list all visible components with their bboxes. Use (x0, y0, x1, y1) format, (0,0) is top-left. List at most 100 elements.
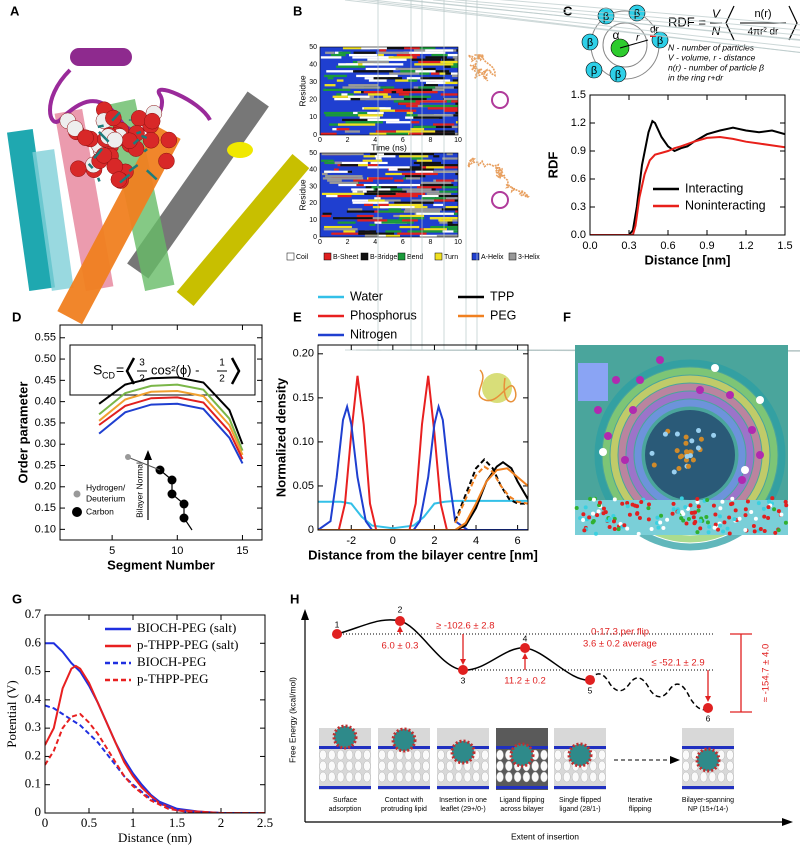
ss-segment (426, 166, 445, 169)
legend-label: TPP (490, 289, 514, 303)
ss-segment (347, 208, 363, 211)
ion (756, 396, 764, 404)
lipid-atom (661, 525, 666, 530)
lipid-atom (688, 503, 693, 508)
arrow-head (522, 653, 528, 659)
state-point (703, 703, 713, 713)
snapshot-caption: NP (15+/14-) (688, 806, 728, 813)
ss-segment (388, 203, 423, 207)
lipid-atom (698, 519, 703, 524)
ss-segment (395, 153, 435, 156)
legend-label: Coil (296, 254, 309, 261)
ss-segment (357, 60, 389, 64)
y-tick-label: 0.30 (35, 438, 56, 450)
ss-segment (358, 232, 395, 235)
ss-segment (394, 201, 434, 204)
ss-segment (336, 97, 366, 101)
series-line (45, 712, 265, 813)
ion (756, 451, 764, 459)
y-tick-label: 0.7 (25, 606, 42, 621)
np-atom (674, 448, 680, 454)
lipid-atom (705, 520, 710, 525)
legend-swatch (397, 252, 406, 261)
lipid (726, 771, 734, 783)
formula: 3 (139, 358, 145, 369)
ss-segment (348, 53, 378, 57)
y-tick-label: 0 (35, 804, 42, 819)
legend-label: Phosphorus (350, 308, 417, 322)
ss-segment (405, 104, 418, 108)
ss-segment (431, 72, 440, 75)
ss-segment (351, 188, 374, 191)
ss-segment (398, 93, 410, 96)
y-tick-label: 0 (308, 524, 314, 536)
ss-map-frame (319, 46, 459, 136)
lipid-atom (591, 511, 596, 516)
x-tick-label: 10 (171, 545, 183, 557)
lipid (454, 771, 463, 783)
ion (738, 476, 746, 484)
np-atom (662, 431, 668, 437)
lipid (319, 760, 327, 772)
formula: 1 (219, 358, 225, 369)
arrow-head (782, 818, 793, 826)
bond (97, 124, 104, 129)
atom (143, 112, 161, 130)
ss-segment (377, 188, 391, 191)
formula: 2 (219, 374, 225, 385)
series-line (98, 376, 244, 445)
np-atom (689, 438, 695, 444)
ss-segment (416, 159, 433, 162)
ss-segment (413, 116, 443, 119)
lipid (404, 771, 413, 783)
ss-segment (447, 228, 458, 231)
lipid-atom (607, 516, 612, 521)
lipid (422, 749, 430, 761)
ss-segment (443, 109, 458, 112)
lipid-atom (683, 505, 688, 510)
ss-segment (442, 230, 458, 233)
radius-arrow (619, 39, 649, 49)
ss-segment (325, 114, 369, 117)
lipid (554, 771, 562, 783)
arrow-head (301, 609, 309, 620)
lipid-atom (635, 504, 640, 509)
x-tick-label: 10 (454, 137, 462, 144)
nanoparticle (567, 742, 593, 768)
y-tick-label: 0.10 (35, 523, 56, 535)
bond (145, 169, 158, 181)
lipid-atom (665, 517, 670, 522)
ss-segment (323, 228, 358, 231)
y-tick-label: 40 (309, 167, 317, 174)
ss-segment (431, 188, 436, 191)
lipid-atom (574, 506, 579, 511)
ss-segment (323, 88, 351, 91)
beta-label: β (591, 65, 597, 77)
nanoparticle (450, 739, 476, 765)
lipid-atom (695, 496, 700, 501)
energy-curve-iterative (589, 673, 709, 711)
ss-segment (439, 221, 451, 224)
carbon-atom (167, 475, 177, 485)
lipid (682, 771, 690, 783)
ss-segment (418, 86, 436, 89)
energy-annotation: 11.2 ± 0.2 (504, 676, 545, 687)
lipid (598, 760, 606, 772)
ss-segment (383, 95, 392, 98)
lipid (481, 771, 489, 783)
ss-segment (425, 49, 454, 52)
lipid-atom (656, 525, 661, 530)
ss-segment (321, 153, 364, 156)
atom (142, 132, 160, 149)
legend-label: Bend (407, 254, 423, 261)
lipid (699, 771, 708, 783)
x-tick-label: 0.3 (621, 240, 636, 252)
lipid (345, 760, 354, 772)
lipid-atom (627, 512, 632, 517)
lipid-atom (646, 517, 651, 522)
lipid-atom (733, 508, 738, 513)
ss-segment (435, 197, 458, 200)
np-atom (696, 428, 702, 434)
ss-segment (358, 164, 368, 167)
ss-segment (383, 88, 403, 91)
